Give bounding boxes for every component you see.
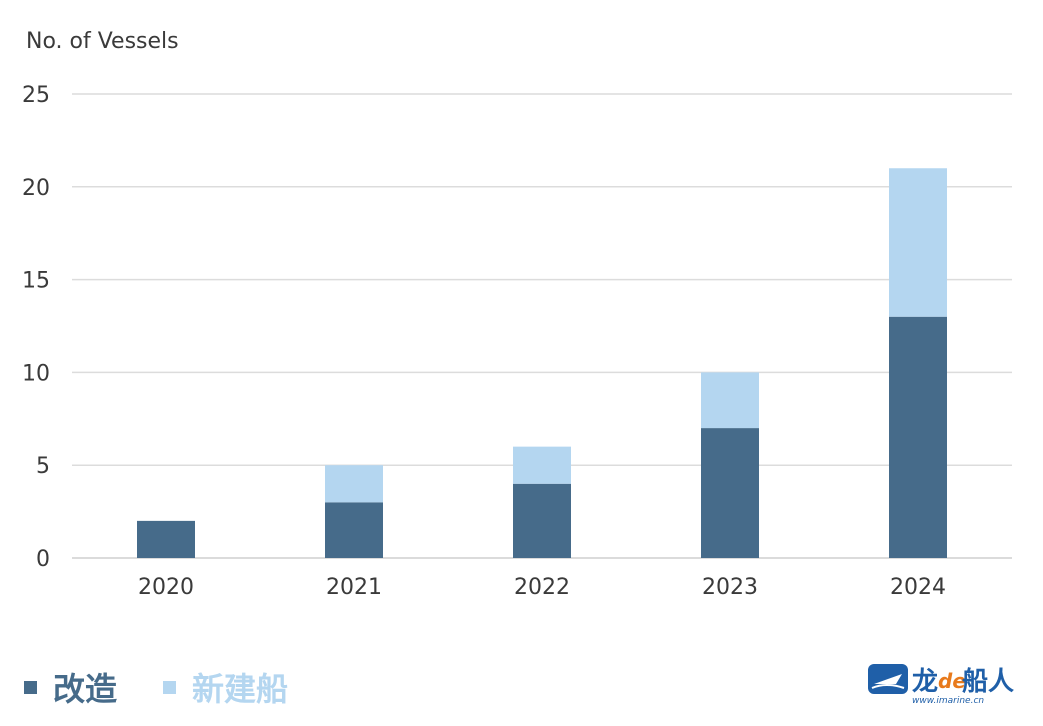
legend: 改造 新建船 [24,664,334,710]
imarine-logo: 龙 de 船人 www.imarine.cn [868,664,1014,706]
y-tick-label: 5 [36,454,50,479]
bar-2021-series-0 [325,502,383,558]
bar-2024-series-0 [889,316,947,558]
x-tick-label: 2021 [326,575,382,600]
logo-url: www.imarine.cn [912,696,984,706]
legend-label-xinjianchuan: 新建船 [192,670,289,708]
y-axis-title: No. of Vessels [26,29,179,54]
x-axis-ticks: 2020 2021 2022 2023 2024 [138,575,946,600]
ship-icon [874,674,902,684]
y-tick-label: 15 [22,269,50,294]
bar-2023-series-1 [701,372,759,429]
logo-de: de [938,669,966,693]
bar-2022-series-1 [513,446,571,484]
logo-char-1: 龙 [912,667,938,697]
legend-item-xinjianchuan: 新建船 [163,664,288,710]
legend-swatch-xinjianchuan [163,680,177,694]
x-tick-label: 2023 [702,575,758,600]
y-tick-label: 10 [22,361,50,386]
bar-2021-series-1 [325,465,383,503]
gridlines [72,93,1012,559]
x-tick-label: 2020 [138,575,194,600]
bar-2024-series-1 [889,168,947,317]
bar-2022-series-0 [513,483,571,558]
y-tick-label: 20 [22,176,50,201]
legend-label-gaizao: 改造 [53,670,118,708]
bars [137,168,947,558]
y-tick-label: 0 [36,547,50,572]
y-tick-label: 25 [22,83,50,108]
bar-2020-series-0 [137,520,195,558]
legend-item-gaizao: 改造 [24,664,117,710]
x-tick-label: 2024 [890,575,946,600]
y-axis-ticks: 0 5 10 15 20 25 [22,83,50,572]
logo-char-2: 船人 [962,666,1014,697]
x-tick-label: 2022 [514,575,570,600]
bar-2023-series-0 [701,428,759,558]
legend-swatch-gaizao [24,680,37,694]
